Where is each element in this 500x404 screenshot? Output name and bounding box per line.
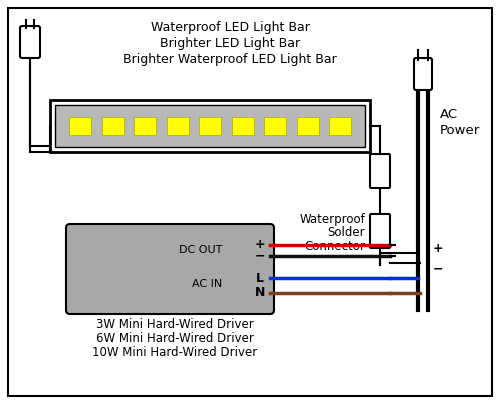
Text: −: − bbox=[433, 263, 444, 276]
FancyBboxPatch shape bbox=[370, 214, 390, 248]
Text: 3W Mini Hard-Wired Driver: 3W Mini Hard-Wired Driver bbox=[96, 318, 254, 332]
FancyBboxPatch shape bbox=[20, 26, 40, 58]
Text: Brighter LED Light Bar: Brighter LED Light Bar bbox=[160, 38, 300, 50]
Text: Waterproof: Waterproof bbox=[299, 213, 365, 227]
Text: Power: Power bbox=[440, 124, 480, 137]
Text: +: + bbox=[254, 238, 266, 252]
Text: N: N bbox=[255, 286, 265, 299]
Bar bbox=[329, 117, 351, 135]
FancyBboxPatch shape bbox=[66, 224, 274, 314]
Text: Connector: Connector bbox=[304, 240, 365, 252]
Bar bbox=[55, 105, 365, 147]
Text: L: L bbox=[256, 271, 264, 284]
Bar bbox=[166, 117, 188, 135]
Bar bbox=[232, 117, 254, 135]
Text: DC OUT: DC OUT bbox=[178, 245, 222, 255]
Bar bbox=[50, 100, 370, 152]
Text: AC: AC bbox=[440, 109, 458, 122]
Text: AC IN: AC IN bbox=[192, 279, 222, 289]
Text: 6W Mini Hard-Wired Driver: 6W Mini Hard-Wired Driver bbox=[96, 332, 254, 345]
Text: −: − bbox=[255, 250, 265, 263]
Bar bbox=[69, 117, 91, 135]
Text: Solder: Solder bbox=[328, 227, 365, 240]
Bar bbox=[102, 117, 124, 135]
Text: 10W Mini Hard-Wired Driver: 10W Mini Hard-Wired Driver bbox=[92, 347, 258, 360]
FancyBboxPatch shape bbox=[414, 58, 432, 90]
FancyBboxPatch shape bbox=[370, 154, 390, 188]
Bar bbox=[199, 117, 221, 135]
Text: +: + bbox=[433, 242, 444, 255]
Bar bbox=[296, 117, 318, 135]
Bar bbox=[134, 117, 156, 135]
Bar bbox=[264, 117, 286, 135]
Text: Waterproof LED Light Bar: Waterproof LED Light Bar bbox=[150, 21, 310, 34]
Text: Brighter Waterproof LED Light Bar: Brighter Waterproof LED Light Bar bbox=[123, 53, 337, 67]
